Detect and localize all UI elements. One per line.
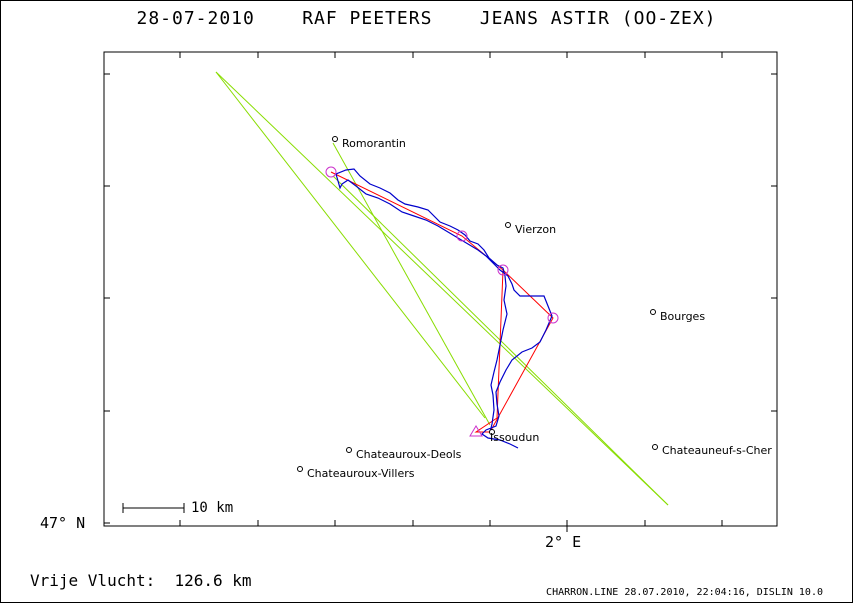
free-flight-distance: Vrije Vlucht: 126.6 km xyxy=(30,571,252,590)
footer-credit: CHARRON.LINE 28.07.2010, 22:04:16, DISLI… xyxy=(546,587,823,598)
town-marker-chateauroux-villers xyxy=(297,466,303,472)
turnpoint-3-marker xyxy=(547,312,559,324)
town-markers xyxy=(297,136,658,472)
town-label-chateauneuf: Chateauneuf-s-Cher xyxy=(662,444,772,457)
flight-title: 28-07-2010 RAF PEETERS JEANS ASTIR (OO-Z… xyxy=(136,8,717,29)
town-marker-chateauroux-deols xyxy=(346,447,352,453)
task-line xyxy=(330,171,554,433)
town-label-issoudun: Issoudun xyxy=(490,431,540,444)
town-label-vierzon: Vierzon xyxy=(515,223,557,236)
town-marker-vierzon xyxy=(505,222,511,228)
scale-bar xyxy=(122,503,185,513)
town-marker-bourges xyxy=(650,309,656,315)
finish-triangle-marker xyxy=(469,425,483,437)
town-marker-chateauneuf xyxy=(652,444,658,450)
town-label-chateauroux-villers: Chateauroux-Villers xyxy=(307,467,415,480)
plot-border xyxy=(103,51,778,527)
turnpoint-start-marker xyxy=(325,166,337,178)
turnpoint-1-marker xyxy=(456,230,468,242)
town-marker-romorantin xyxy=(332,136,338,142)
town-label-chateauroux-deols: Chateauroux-Deols xyxy=(356,448,462,461)
guide-lines xyxy=(215,71,669,506)
town-label-romorantin: Romorantin xyxy=(342,137,406,150)
axis-ticks xyxy=(104,52,777,532)
turnpoint-2-marker xyxy=(497,264,509,276)
turnpoint-markers xyxy=(325,166,559,437)
flight-track xyxy=(335,168,553,449)
scale-bar-label: 10 km xyxy=(191,500,234,516)
latitude-label: 47° N xyxy=(40,514,86,532)
town-label-bourges: Bourges xyxy=(660,310,706,323)
longitude-label: 2° E xyxy=(545,533,582,551)
town-marker-issoudun xyxy=(489,429,495,435)
